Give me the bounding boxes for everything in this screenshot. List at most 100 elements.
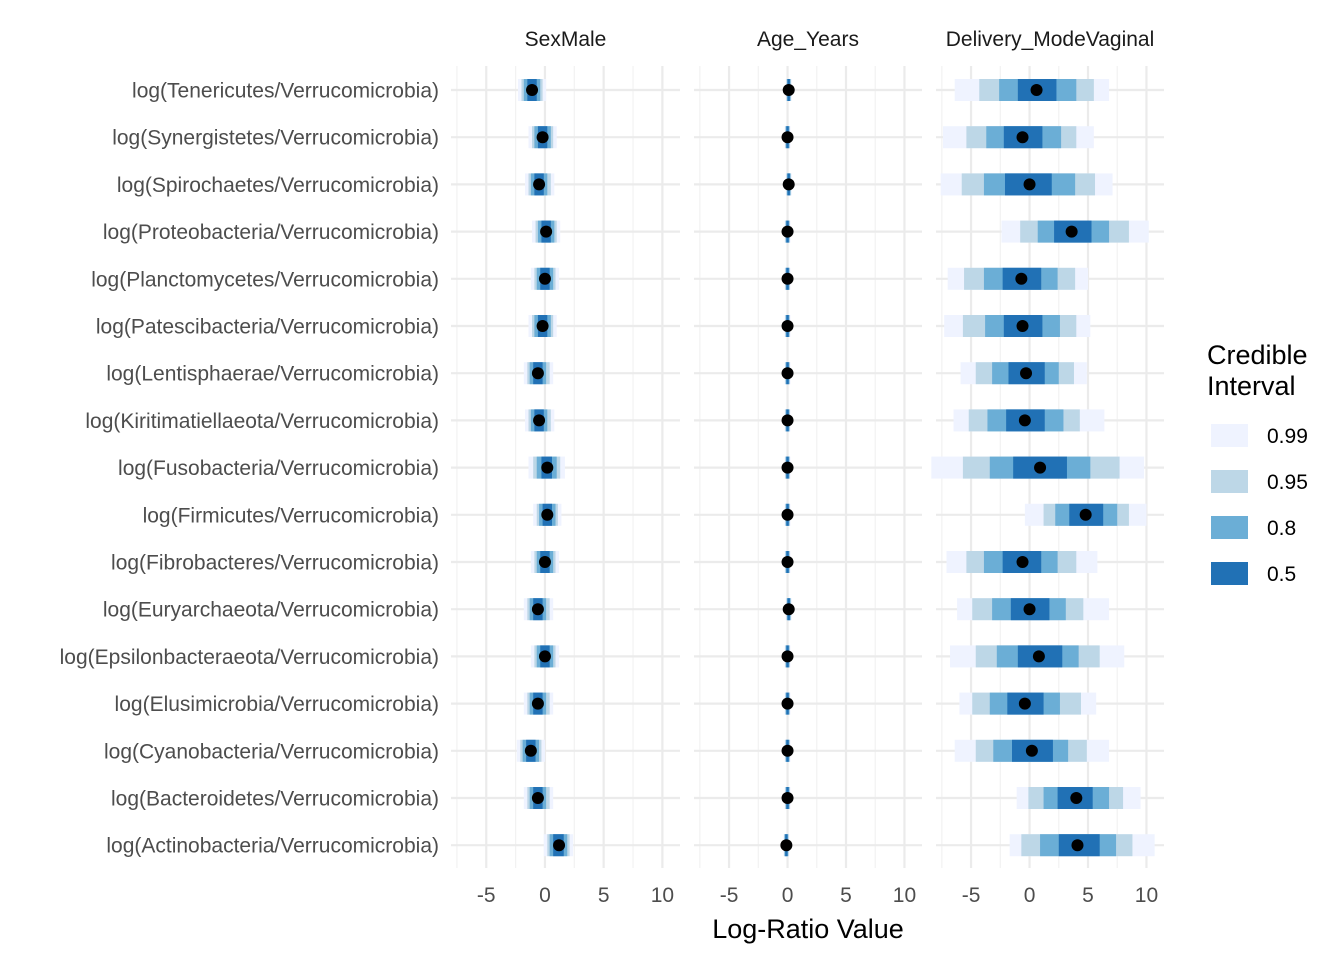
median-point (782, 603, 795, 616)
interval-row (781, 503, 794, 526)
median-point (781, 556, 794, 568)
median-point (553, 839, 566, 852)
interval-row (946, 551, 1098, 573)
interval-row (943, 126, 1094, 149)
interval-row (782, 79, 795, 101)
interval-row (533, 503, 562, 526)
median-point (781, 225, 794, 238)
interval-row (953, 409, 1105, 432)
median-point (1016, 131, 1029, 144)
median-point (1015, 272, 1028, 285)
interval-row (944, 315, 1091, 337)
interval-row (1009, 834, 1155, 857)
y-tick-label: log(Proteobacteria/Verrucomicrobia) (103, 221, 439, 244)
interval-row (781, 692, 794, 715)
median-point (1070, 792, 1083, 804)
interval-row (781, 126, 794, 149)
x-tick-label: 0 (539, 884, 551, 907)
median-point (781, 650, 794, 663)
interval-row (530, 645, 560, 668)
x-tick-label: 10 (651, 884, 674, 907)
median-point (781, 461, 794, 474)
legend-key (1211, 516, 1248, 539)
interval-row (954, 739, 1110, 762)
legend-title: Credible (1207, 340, 1308, 370)
interval-row (528, 456, 565, 479)
interval-row (524, 409, 555, 432)
median-point (536, 320, 549, 332)
y-tick-label: log(Fusobacteria/Verrucomicrobia) (118, 457, 439, 480)
facet-panels: -5 0 5 10 -5 0 5 10 -5 0 5 10 (451, 66, 1164, 907)
x-tick-label: 10 (893, 884, 916, 907)
interval-row (523, 692, 554, 715)
interval-row (781, 409, 794, 432)
interval-row (947, 267, 1088, 290)
median-point (531, 792, 544, 804)
median-point (1016, 556, 1029, 568)
median-point (1065, 225, 1078, 238)
y-tick-label: log(Cyanobacteria/Verrucomicrobia) (104, 740, 439, 763)
x-tick-label: 5 (1082, 884, 1094, 907)
interval-row (528, 126, 557, 149)
median-point (540, 225, 553, 238)
interval-row (516, 739, 545, 762)
interval-row (959, 692, 1097, 715)
median-point (781, 414, 794, 427)
legend-key (1211, 424, 1248, 447)
x-tick-label: 0 (1024, 884, 1036, 907)
median-point (1032, 650, 1045, 663)
median-point (531, 367, 544, 380)
x-tick-label: -5 (477, 884, 496, 907)
interval-row (543, 834, 574, 857)
median-point (541, 508, 554, 521)
legend-title: Interval (1207, 371, 1296, 401)
interval-row (957, 598, 1110, 621)
interval-row (782, 598, 795, 621)
median-point (1018, 697, 1031, 710)
y-tick-label: log(Patescibacteria/Verrucomicrobia) (96, 316, 439, 339)
median-point (781, 508, 794, 521)
median-point (1023, 603, 1036, 616)
median-point (1016, 320, 1029, 332)
interval-row (517, 79, 547, 101)
facet-panel: -5 0 5 10 (451, 66, 680, 907)
y-tick-label: log(Actinobacteria/Verrucomicrobia) (106, 835, 439, 858)
median-point (1025, 744, 1038, 757)
legend-key (1211, 562, 1248, 585)
facet-label: Delivery_ModeVaginal (946, 28, 1155, 51)
median-point (531, 697, 544, 710)
interval-row (950, 645, 1125, 668)
median-point (781, 320, 794, 332)
interval-row (523, 362, 554, 385)
interval-row (1016, 787, 1141, 809)
interval-row (532, 220, 561, 243)
y-tick-label: log(Tenericutes/Verrucomicrobia) (132, 80, 439, 103)
median-point (781, 367, 794, 380)
interval-row (1024, 503, 1147, 526)
median-point (1020, 367, 1033, 380)
interval-row (780, 834, 793, 857)
interval-row (781, 645, 794, 668)
facet-strip-labels: SexMale Age_Years Delivery_ModeVaginal (525, 28, 1155, 51)
median-point (782, 84, 795, 96)
median-point (781, 792, 794, 804)
interval-row (781, 456, 794, 479)
facet-panel: -5 0 5 10 (931, 66, 1164, 907)
x-tick-label: -5 (720, 884, 739, 907)
y-tick-label: log(Planctomycetes/Verrucomicrobia) (91, 268, 439, 291)
legend-label: 0.5 (1267, 563, 1296, 586)
interval-row (940, 173, 1113, 196)
facet-label: SexMale (525, 28, 607, 51)
interval-row (1001, 220, 1149, 243)
median-point (541, 461, 554, 474)
y-axis-labels: log(Tenericutes/Verrucomicrobia) log(Syne… (60, 80, 439, 858)
interval-row (530, 551, 560, 573)
median-point (781, 697, 794, 710)
median-point (538, 650, 551, 663)
legend-label: 0.99 (1267, 425, 1308, 448)
interval-row (931, 456, 1145, 479)
median-point (533, 178, 546, 191)
interval-row (528, 315, 557, 337)
